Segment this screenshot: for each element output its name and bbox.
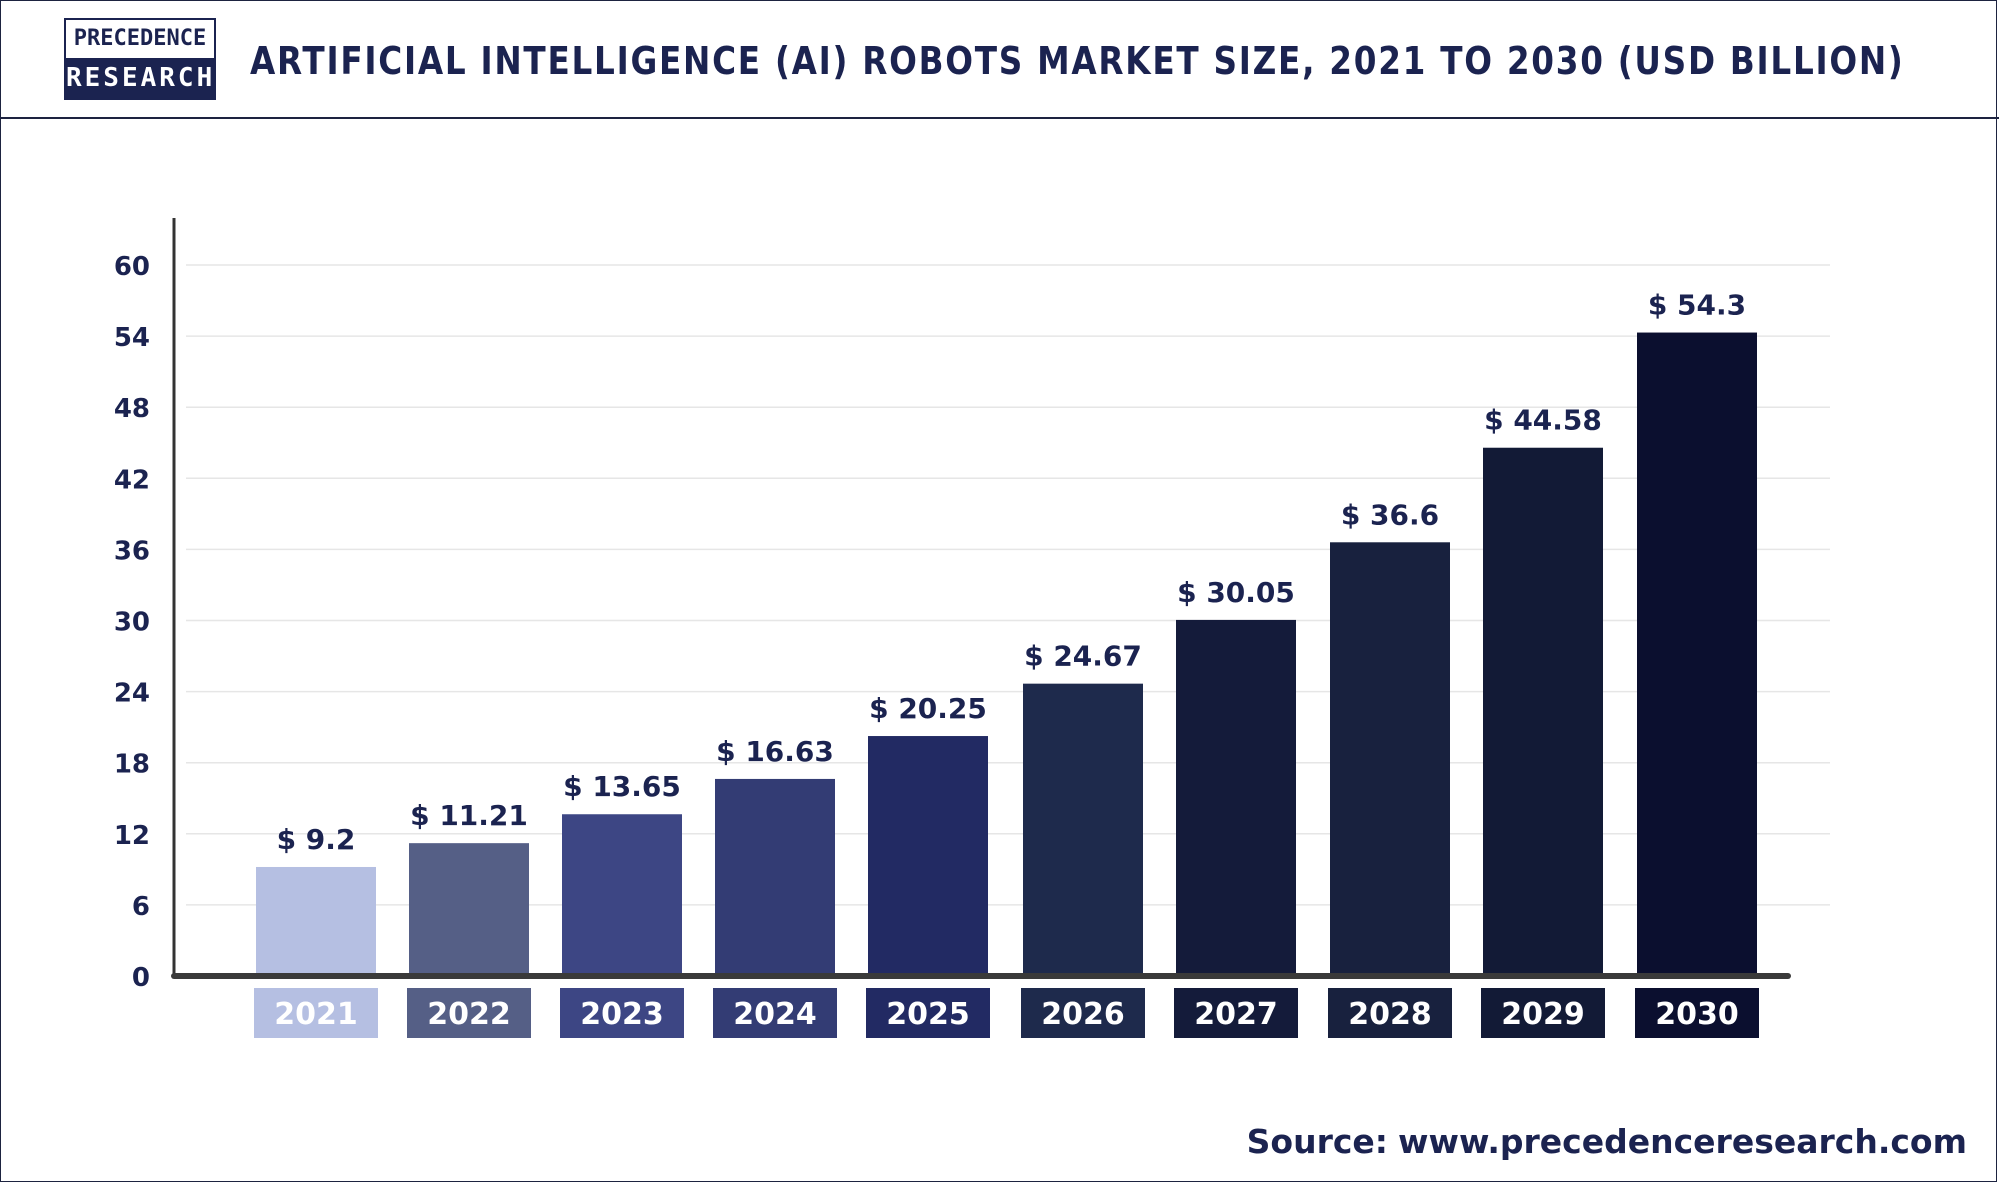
data-label: $ 11.21 (410, 799, 528, 832)
chart-title: ARTIFICIAL INTELLIGENCE (AI) ROBOTS MARK… (250, 39, 1905, 83)
data-label: $ 24.67 (1024, 640, 1142, 673)
category-box (1174, 988, 1298, 1038)
data-label: $ 30.05 (1177, 576, 1295, 609)
category-box (1021, 988, 1145, 1038)
y-tick-label: 42 (114, 465, 150, 495)
y-tick-label: 0 (132, 963, 150, 993)
category-box (1328, 988, 1452, 1038)
data-label: $ 20.25 (869, 692, 987, 725)
source-label: Source: (1246, 1122, 1389, 1161)
bar (868, 736, 988, 976)
bar (562, 814, 682, 976)
bar (1330, 542, 1450, 976)
source-note: Source: www.precedenceresearch.com (1247, 1120, 1967, 1164)
category-box (1635, 988, 1759, 1038)
logo-line-2: RESEARCH (66, 63, 216, 93)
category-box (866, 988, 990, 1038)
x-tick-label: 2027 (1194, 997, 1278, 1032)
category-box (407, 988, 531, 1038)
data-label: $ 44.58 (1484, 404, 1602, 437)
x-tick-label: 2024 (733, 997, 817, 1032)
x-tick-label: 2026 (1041, 997, 1125, 1032)
y-tick-label: 48 (114, 394, 150, 424)
logo-line-1: PRECEDENCE (66, 20, 214, 58)
y-tick-label: 6 (132, 892, 150, 922)
y-tick-label: 12 (114, 821, 150, 851)
y-tick-label: 36 (114, 536, 150, 566)
bar (1023, 683, 1143, 976)
x-tick-label: 2021 (274, 997, 358, 1032)
x-tick-label: 2028 (1348, 997, 1432, 1032)
bar (1176, 619, 1296, 976)
x-tick-label: 2022 (427, 997, 511, 1032)
x-tick-label: 2029 (1501, 997, 1585, 1032)
bar (1483, 447, 1603, 976)
data-label: $ 36.6 (1341, 498, 1439, 531)
x-tick-label: 2023 (580, 997, 664, 1032)
y-tick-label: 60 (114, 252, 150, 282)
category-box (713, 988, 837, 1038)
header: PRECEDENCE RESEARCH ARTIFICIAL INTELLIGE… (0, 0, 1999, 119)
x-tick-label: 2030 (1655, 997, 1739, 1032)
y-tick-label: 18 (114, 750, 150, 780)
source-url: www.precedenceresearch.com (1398, 1122, 1967, 1161)
category-box (1481, 988, 1605, 1038)
x-tick-label: 2025 (886, 997, 970, 1032)
y-tick-label: 54 (114, 323, 150, 353)
category-box (560, 988, 684, 1038)
y-tick-label: 30 (114, 608, 150, 638)
category-box (254, 988, 378, 1038)
data-label: $ 13.65 (563, 770, 681, 803)
bar (256, 866, 376, 976)
data-label: $ 16.63 (716, 735, 834, 768)
data-label: $ 54.3 (1648, 289, 1746, 322)
bar (1637, 332, 1757, 976)
data-label: $ 9.2 (277, 823, 356, 856)
bar (715, 778, 835, 976)
y-tick-label: 24 (114, 679, 150, 709)
precedence-research-logo: PRECEDENCE RESEARCH (64, 18, 216, 100)
bar (409, 843, 529, 976)
